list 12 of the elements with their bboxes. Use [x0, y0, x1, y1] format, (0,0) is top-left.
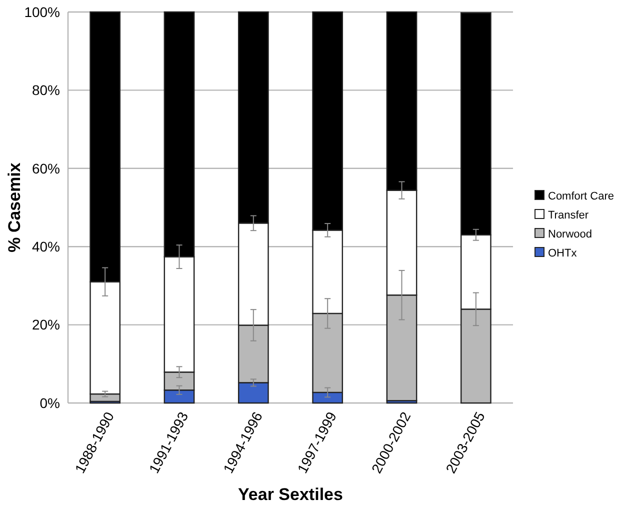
y-tick-label: 80% — [32, 82, 60, 98]
y-tick-label: 40% — [32, 238, 60, 254]
y-tick-label: 20% — [32, 316, 60, 333]
legend-label: Norwood — [548, 228, 592, 240]
legend-label: Comfort Care — [548, 190, 614, 202]
y-axis-title: % Casemix — [5, 162, 24, 252]
y-tick-label: 60% — [32, 160, 60, 176]
y-tick-label: 100% — [24, 4, 60, 20]
x-axis-title: Year Sextiles — [238, 485, 343, 504]
y-tick-label: 0% — [40, 394, 60, 411]
legend-label: OHTx — [548, 247, 578, 260]
legend-label: Transfer — [548, 209, 589, 222]
